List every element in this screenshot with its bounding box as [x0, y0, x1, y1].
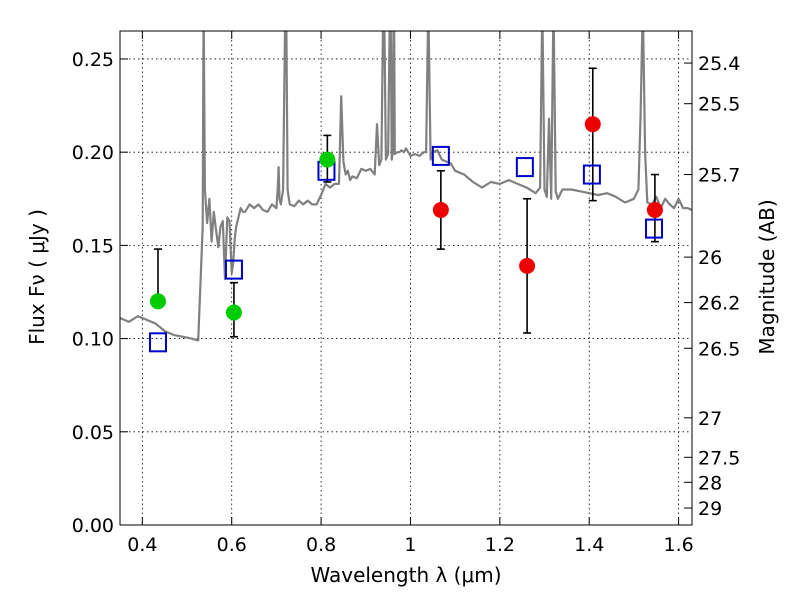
observed-flux-point	[225, 304, 242, 321]
model-photometry-point	[224, 259, 243, 280]
y-tick-label: 0.20	[72, 142, 114, 164]
x-tick-label: 1	[404, 534, 416, 556]
x-axis-label: Wavelength λ (μm)	[310, 563, 501, 587]
y-tick-label: 0.15	[72, 235, 114, 257]
y-tick-label: 0.05	[72, 422, 114, 444]
observed-flux-point	[519, 257, 536, 274]
observed-flux-point	[432, 201, 449, 218]
y2-tick-label: 26.2	[698, 293, 740, 315]
y2-tick-label: 27.5	[698, 447, 740, 469]
spectrum-line	[120, 31, 692, 342]
model-photometry-point	[582, 164, 601, 185]
y2-tick-label: 27	[698, 408, 722, 430]
observed-flux-point	[319, 151, 336, 168]
model-photometry-point	[148, 332, 167, 353]
x-tick-label: 1.6	[663, 534, 693, 556]
model-photometry-point	[431, 145, 450, 166]
x-tick-label: 0.4	[127, 534, 157, 556]
y-axis-label: Flux Fν ( μJy )	[25, 209, 49, 345]
x-tick-label: 1.2	[485, 534, 515, 556]
tick-layer: 0.4 0.6 0.8 1 1.2 1.4 1.6 0.00 0.05 0.10 0.15 0.20 0…	[72, 31, 740, 556]
model-photometry-point	[515, 157, 534, 178]
data-layer	[120, 31, 692, 353]
observed-flux-point	[646, 201, 663, 218]
y2-tick-label: 25.4	[698, 53, 740, 75]
y2-axis-label: Magnitude (AB)	[755, 199, 779, 354]
observed-flux-point	[149, 293, 166, 310]
y2-tick-label: 25.5	[698, 94, 740, 116]
y-tick-label: 0.10	[72, 329, 114, 351]
y2-tick-label: 28	[698, 472, 722, 494]
y2-tick-label: 26	[698, 247, 722, 269]
x-tick-label: 0.6	[217, 534, 247, 556]
grid-layer	[120, 31, 692, 526]
model-photometry-point	[645, 218, 664, 239]
observed-flux-point	[584, 116, 601, 133]
y2-tick-label: 25.7	[698, 165, 740, 187]
y2-tick-label: 29	[698, 498, 722, 520]
plot-frame	[119, 30, 693, 526]
y2-tick-label: 26.5	[698, 338, 740, 360]
x-tick-label: 0.8	[306, 534, 336, 556]
y-tick-label: 0.00	[72, 515, 114, 537]
y-tick-label: 0.25	[72, 49, 114, 71]
x-tick-label: 1.4	[574, 534, 604, 556]
